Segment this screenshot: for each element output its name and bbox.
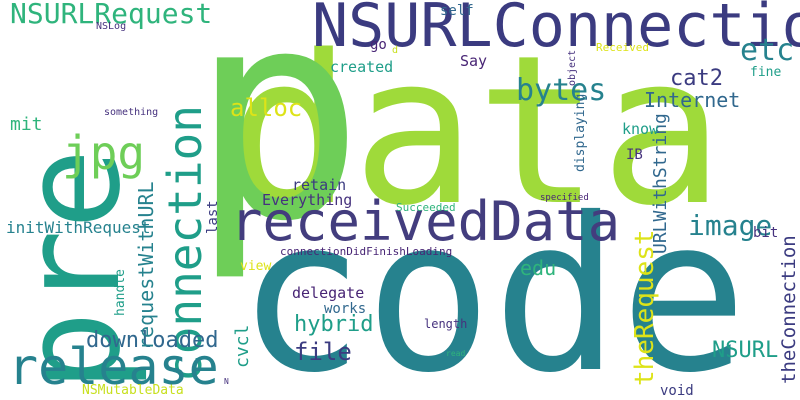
- word-downloaded: downloaded: [86, 328, 219, 353]
- word-bytes: bytes: [516, 73, 607, 108]
- word-edu: edu: [520, 256, 557, 280]
- word-NSURL: NSURL: [712, 338, 779, 363]
- word-read: read: [446, 349, 466, 358]
- word-receivedData: receivedData: [230, 190, 621, 253]
- word-N: N: [224, 377, 229, 386]
- word-d: d: [392, 45, 399, 56]
- word-self: self: [440, 3, 474, 19]
- word-fine: fine: [750, 65, 782, 80]
- word-void: void: [660, 383, 694, 399]
- word-delegate: delegate: [292, 284, 365, 302]
- word-release: release: [8, 338, 219, 396]
- word-data: data: [228, 11, 725, 251]
- word-retain: retain: [292, 176, 347, 194]
- word-IB: IB: [626, 147, 643, 163]
- word-theConnection: theConnection: [778, 235, 800, 384]
- word-requestWithURL: requestWithURL: [134, 181, 158, 350]
- word-file: file: [294, 338, 352, 366]
- word-Received: Received: [596, 41, 649, 54]
- word-image: image: [688, 209, 773, 242]
- word-displaying: displaying: [573, 93, 588, 172]
- word-know: know: [622, 120, 659, 138]
- word-handle: handle: [113, 269, 128, 316]
- word-initWithRequest: initWithRequest: [6, 218, 151, 237]
- word-Succeeded: Succeeded: [396, 201, 456, 214]
- word-code: code: [237, 172, 748, 400]
- word-jpg: jpg: [62, 126, 146, 180]
- word-hybrid: hybrid: [294, 312, 374, 337]
- word-connectionDidFinishLoading: connectionDidFinishLoading: [280, 245, 453, 258]
- word-go: go: [370, 37, 387, 53]
- word-something: something: [104, 107, 159, 118]
- word-object: object: [567, 49, 578, 86]
- word-etc: etc: [740, 33, 795, 68]
- word-Everything: Everything: [262, 191, 353, 209]
- word-p: p: [190, 0, 365, 285]
- word-specified: specified: [540, 193, 589, 203]
- word-view: view: [240, 259, 272, 274]
- word-bit: bit: [753, 225, 779, 241]
- word-NSURLConnection: NSURLConnection: [312, 0, 800, 61]
- word-cvcl: cvcl: [232, 324, 253, 368]
- word-alloc: alloc: [230, 94, 303, 122]
- word-Internet: Internet: [644, 88, 741, 112]
- word-Say: Say: [460, 52, 488, 70]
- word-created: created: [330, 58, 394, 76]
- word-cat2: cat2: [670, 66, 723, 91]
- word-NSLog: NSLog: [96, 21, 127, 32]
- word-NSMutableData: NSMutableData: [82, 383, 184, 398]
- word-last: last: [205, 200, 221, 234]
- word-NSURLRequest: NSURLRequest: [10, 0, 213, 30]
- word-length: length: [424, 317, 468, 331]
- word-works: works: [324, 301, 367, 317]
- word-mit: mit: [10, 114, 43, 135]
